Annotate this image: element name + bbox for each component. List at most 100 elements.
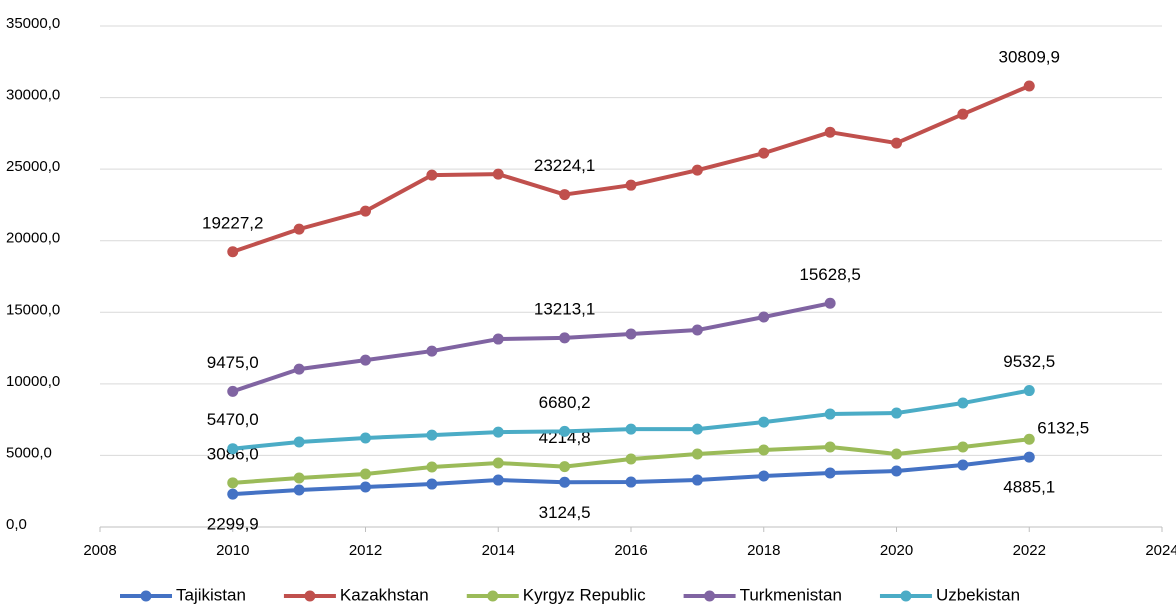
legend-marker bbox=[140, 590, 152, 602]
data-point bbox=[426, 429, 438, 441]
legend-item: Kazakhstan bbox=[283, 585, 429, 604]
data-point bbox=[625, 179, 637, 191]
series-line bbox=[232, 301, 831, 394]
data-point bbox=[891, 465, 902, 477]
data-point bbox=[227, 477, 239, 489]
data-point bbox=[559, 461, 571, 473]
data-point bbox=[957, 459, 969, 471]
y-tick-label: 30000,0 bbox=[6, 87, 60, 104]
data-point bbox=[758, 444, 770, 456]
data-point bbox=[824, 467, 836, 479]
data-point bbox=[559, 189, 571, 201]
y-tick-label: 35000,0 bbox=[6, 15, 60, 32]
data-point bbox=[492, 474, 504, 486]
x-tick-label: 2022 bbox=[1013, 542, 1046, 559]
data-label: 9532,5 bbox=[1003, 352, 1055, 371]
x-tick-label: 2010 bbox=[216, 542, 249, 559]
data-point bbox=[492, 333, 504, 345]
data-point bbox=[360, 468, 371, 480]
data-point bbox=[426, 478, 438, 490]
data-point bbox=[957, 441, 969, 453]
data-point bbox=[1023, 451, 1035, 463]
data-point bbox=[625, 476, 637, 488]
data-point bbox=[691, 324, 703, 336]
y-tick-label: 20000,0 bbox=[6, 230, 60, 247]
x-tick-label: 2020 bbox=[880, 542, 913, 559]
data-point bbox=[891, 137, 902, 149]
data-point bbox=[426, 169, 438, 181]
legend-item: Turkmenistan bbox=[683, 585, 842, 604]
data-point bbox=[957, 397, 969, 409]
data-point bbox=[891, 407, 902, 419]
data-point bbox=[293, 484, 305, 496]
data-point bbox=[758, 470, 770, 482]
legend-marker bbox=[487, 590, 499, 602]
data-point bbox=[1023, 80, 1035, 92]
data-point bbox=[360, 205, 371, 217]
y-tick-label: 0,0 bbox=[6, 516, 27, 533]
data-point bbox=[957, 108, 969, 120]
data-point bbox=[824, 408, 836, 420]
data-point bbox=[492, 426, 504, 438]
data-point bbox=[1023, 385, 1035, 397]
data-label: 6680,2 bbox=[539, 393, 591, 412]
data-label: 23224,1 bbox=[534, 156, 595, 175]
data-label: 2299,9 bbox=[207, 515, 259, 534]
x-tick-label: 2014 bbox=[482, 542, 515, 559]
legend-label: Tajikistan bbox=[176, 585, 246, 604]
data-point bbox=[891, 448, 902, 460]
data-point bbox=[758, 311, 770, 323]
data-point bbox=[360, 354, 371, 366]
data-label: 13213,1 bbox=[534, 299, 595, 318]
y-tick-label: 25000,0 bbox=[6, 158, 60, 175]
legend-marker bbox=[704, 590, 716, 602]
y-tick-label: 5000,0 bbox=[6, 444, 52, 461]
data-label: 9475,0 bbox=[207, 353, 259, 372]
data-label: 15628,5 bbox=[799, 265, 860, 284]
data-label: 19227,2 bbox=[202, 213, 263, 232]
data-point bbox=[625, 453, 637, 465]
data-point bbox=[227, 443, 239, 455]
legend-label: Turkmenistan bbox=[740, 585, 842, 604]
data-point bbox=[227, 246, 239, 258]
data-point bbox=[691, 474, 703, 486]
data-point bbox=[691, 423, 703, 435]
data-point bbox=[625, 328, 637, 340]
legend-label: Kyrgyz Republic bbox=[523, 585, 646, 604]
data-label: 5470,0 bbox=[207, 410, 259, 429]
data-point bbox=[559, 476, 571, 488]
data-point bbox=[293, 223, 305, 235]
data-point bbox=[1023, 433, 1035, 445]
data-point bbox=[360, 481, 371, 493]
legend-item: Tajikistan bbox=[120, 585, 246, 604]
data-point bbox=[293, 436, 305, 448]
x-tick-label: 2018 bbox=[747, 542, 780, 559]
data-point bbox=[492, 457, 504, 469]
legend-item: Kyrgyz Republic bbox=[466, 585, 646, 604]
data-label: 6132,5 bbox=[1037, 419, 1089, 438]
data-point bbox=[824, 441, 836, 453]
legend-label: Kazakhstan bbox=[340, 585, 429, 604]
data-point bbox=[293, 472, 305, 484]
data-point bbox=[824, 126, 836, 138]
series-line bbox=[232, 388, 1030, 451]
data-label: 3124,5 bbox=[539, 503, 591, 522]
data-point bbox=[293, 363, 305, 375]
x-tick-label: 2012 bbox=[349, 542, 382, 559]
data-label: 4885,1 bbox=[1003, 478, 1055, 497]
legend-item: Uzbekistan bbox=[879, 585, 1020, 604]
legend-label: Uzbekistan bbox=[936, 585, 1020, 604]
data-point bbox=[227, 488, 239, 500]
data-point bbox=[824, 297, 836, 309]
data-point bbox=[360, 432, 371, 444]
legend-marker bbox=[304, 590, 316, 602]
data-point bbox=[426, 345, 438, 357]
data-point bbox=[559, 425, 571, 437]
x-tick-label: 2016 bbox=[614, 542, 647, 559]
y-tick-label: 10000,0 bbox=[6, 373, 60, 390]
data-point bbox=[691, 164, 703, 176]
data-point bbox=[426, 461, 438, 473]
data-point bbox=[758, 147, 770, 159]
legend-marker bbox=[900, 590, 912, 602]
